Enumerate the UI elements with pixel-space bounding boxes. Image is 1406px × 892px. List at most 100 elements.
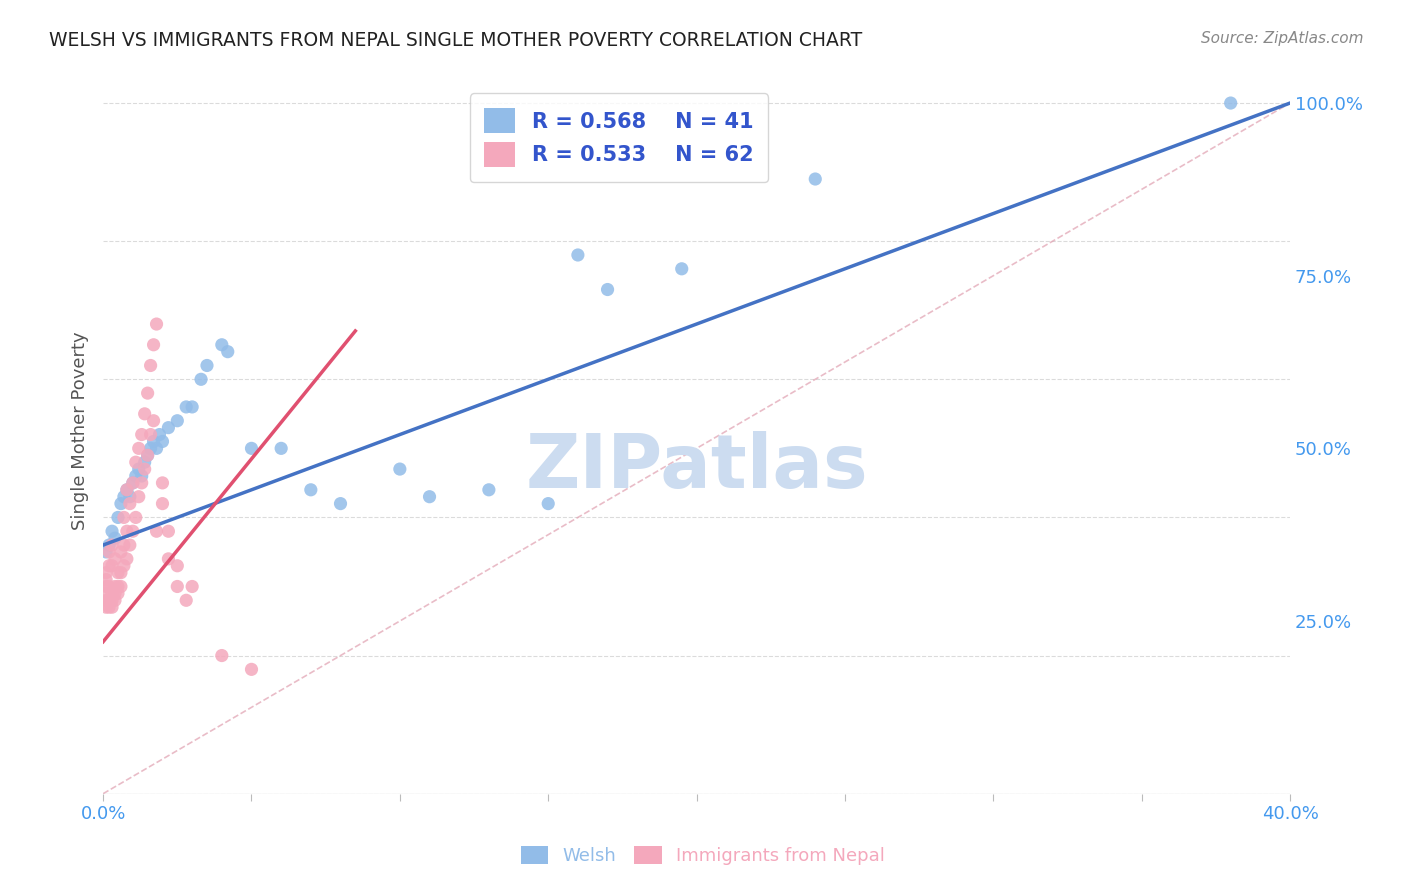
Text: ZIPatlas: ZIPatlas <box>526 431 868 504</box>
Point <box>94 545 117 559</box>
Point <box>104 593 127 607</box>
Point <box>139 427 162 442</box>
Point <box>115 524 138 539</box>
Point <box>139 442 162 456</box>
Point <box>112 538 135 552</box>
Point <box>299 483 322 497</box>
Point <box>125 469 148 483</box>
Point <box>104 531 127 545</box>
Point <box>104 586 127 600</box>
Point <box>98 558 121 573</box>
Point <box>112 490 135 504</box>
Point <box>145 442 167 456</box>
Point <box>134 462 156 476</box>
Point <box>240 442 263 456</box>
Point <box>104 552 127 566</box>
Point <box>166 414 188 428</box>
Point <box>148 427 170 442</box>
Point <box>94 566 117 580</box>
Point <box>128 462 150 476</box>
Point <box>136 448 159 462</box>
Point <box>152 475 174 490</box>
Point <box>101 600 124 615</box>
Point <box>94 586 117 600</box>
Point <box>101 524 124 539</box>
Point <box>136 386 159 401</box>
Point <box>101 586 124 600</box>
Point <box>142 434 165 449</box>
Point <box>98 545 121 559</box>
Point <box>157 420 180 434</box>
Point <box>211 648 233 663</box>
Point <box>388 462 411 476</box>
Point <box>174 400 197 414</box>
Point <box>136 448 159 462</box>
Point <box>270 442 292 456</box>
Point <box>195 359 218 373</box>
Point <box>115 483 138 497</box>
Point <box>107 566 129 580</box>
Point <box>104 579 127 593</box>
Point <box>174 593 197 607</box>
Point <box>134 455 156 469</box>
Point <box>145 317 167 331</box>
Point <box>94 579 117 593</box>
Point <box>118 497 141 511</box>
Point <box>157 552 180 566</box>
Point <box>567 248 589 262</box>
Point <box>157 524 180 539</box>
Point <box>671 261 693 276</box>
Point <box>152 497 174 511</box>
Point <box>101 538 124 552</box>
Point <box>98 600 121 615</box>
Text: Source: ZipAtlas.com: Source: ZipAtlas.com <box>1201 31 1364 46</box>
Point <box>98 538 121 552</box>
Point <box>145 524 167 539</box>
Point <box>115 483 138 497</box>
Point <box>121 524 143 539</box>
Point <box>110 545 132 559</box>
Point <box>98 593 121 607</box>
Point <box>110 566 132 580</box>
Text: WELSH VS IMMIGRANTS FROM NEPAL SINGLE MOTHER POVERTY CORRELATION CHART: WELSH VS IMMIGRANTS FROM NEPAL SINGLE MO… <box>49 31 862 50</box>
Point <box>118 490 141 504</box>
Point <box>110 497 132 511</box>
Point <box>94 573 117 587</box>
Point <box>181 579 204 593</box>
Point <box>329 497 352 511</box>
Y-axis label: Single Mother Poverty: Single Mother Poverty <box>72 332 89 531</box>
Point <box>142 414 165 428</box>
Point <box>166 579 188 593</box>
Point <box>110 579 132 593</box>
Point <box>101 558 124 573</box>
Point <box>121 475 143 490</box>
Point <box>94 593 117 607</box>
Point <box>131 475 153 490</box>
Point <box>166 558 188 573</box>
Legend: Welsh, Immigrants from Nepal: Welsh, Immigrants from Nepal <box>512 837 894 874</box>
Point <box>118 538 141 552</box>
Point <box>152 434 174 449</box>
Point <box>142 338 165 352</box>
Point <box>804 172 827 186</box>
Legend: R = 0.568    N = 41, R = 0.533    N = 62: R = 0.568 N = 41, R = 0.533 N = 62 <box>470 94 768 182</box>
Point <box>128 490 150 504</box>
Point <box>107 586 129 600</box>
Point <box>139 359 162 373</box>
Point <box>217 344 239 359</box>
Point <box>107 510 129 524</box>
Point <box>115 552 138 566</box>
Point <box>98 579 121 593</box>
Point <box>112 510 135 524</box>
Point <box>112 558 135 573</box>
Point <box>190 372 212 386</box>
Point <box>101 593 124 607</box>
Point <box>134 407 156 421</box>
Point <box>125 455 148 469</box>
Point <box>107 579 129 593</box>
Point <box>418 490 440 504</box>
Point <box>128 442 150 456</box>
Point <box>1219 96 1241 111</box>
Point <box>478 483 501 497</box>
Point <box>240 662 263 676</box>
